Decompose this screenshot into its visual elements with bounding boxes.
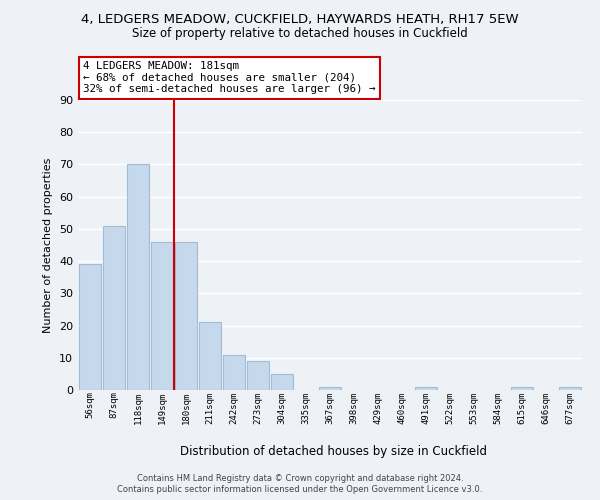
Bar [271, 374, 293, 390]
Y-axis label: Number of detached properties: Number of detached properties [43, 158, 53, 332]
Bar [511, 387, 533, 390]
Text: 4 LEDGERS MEADOW: 181sqm
← 68% of detached houses are smaller (204)
32% of semi-: 4 LEDGERS MEADOW: 181sqm ← 68% of detach… [83, 61, 376, 94]
Bar [247, 361, 269, 390]
Bar [127, 164, 149, 390]
Bar [223, 354, 245, 390]
Bar [319, 387, 341, 390]
Bar [103, 226, 125, 390]
Text: Size of property relative to detached houses in Cuckfield: Size of property relative to detached ho… [132, 28, 468, 40]
Text: 4, LEDGERS MEADOW, CUCKFIELD, HAYWARDS HEATH, RH17 5EW: 4, LEDGERS MEADOW, CUCKFIELD, HAYWARDS H… [81, 12, 519, 26]
Bar [415, 387, 437, 390]
Text: Distribution of detached houses by size in Cuckfield: Distribution of detached houses by size … [179, 444, 487, 458]
Text: Contains HM Land Registry data © Crown copyright and database right 2024.
Contai: Contains HM Land Registry data © Crown c… [118, 474, 482, 494]
Bar [559, 387, 581, 390]
Bar [151, 242, 173, 390]
Bar [175, 242, 197, 390]
Bar [199, 322, 221, 390]
Bar [79, 264, 101, 390]
